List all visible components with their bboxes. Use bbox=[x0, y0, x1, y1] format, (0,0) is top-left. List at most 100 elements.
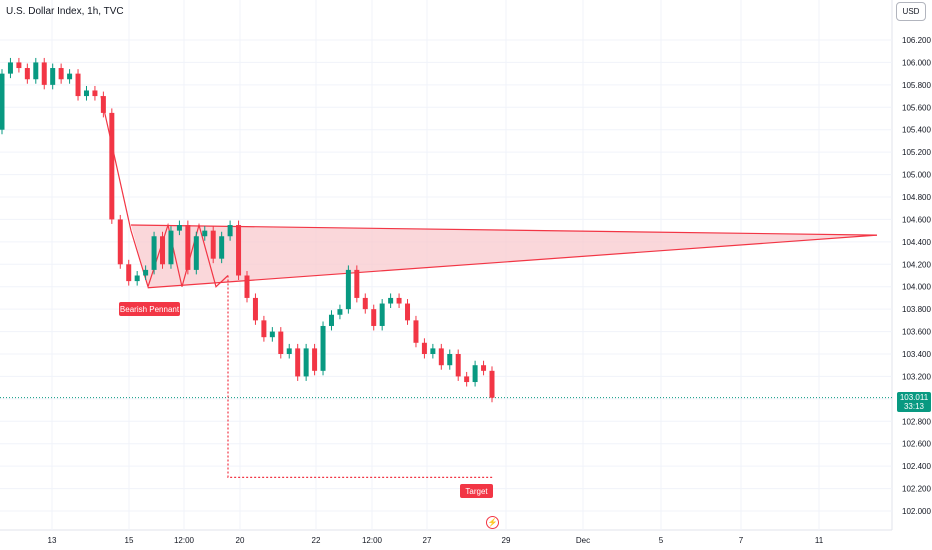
y-tick-label: 103.600 bbox=[902, 328, 931, 337]
candle-body bbox=[303, 348, 309, 377]
candle-body bbox=[413, 320, 419, 343]
candle-body bbox=[0, 73, 5, 130]
pennant-fill bbox=[131, 225, 877, 288]
candle-body bbox=[236, 225, 242, 276]
candle-body bbox=[481, 365, 487, 371]
candle-body bbox=[455, 354, 461, 377]
candle-body bbox=[354, 269, 360, 298]
candle-body bbox=[83, 90, 89, 97]
last-price-value: 103.011 bbox=[899, 393, 929, 402]
pattern-label[interactable]: Bearish Pennant bbox=[119, 302, 180, 316]
candle-body bbox=[67, 73, 73, 80]
candle-body bbox=[312, 348, 318, 371]
candle-body bbox=[176, 225, 182, 231]
x-tick-label: 13 bbox=[48, 536, 57, 545]
target-projection bbox=[227, 275, 493, 478]
pennant-lower-line bbox=[147, 234, 878, 289]
candle-body bbox=[126, 264, 132, 282]
y-tick-label: 104.400 bbox=[902, 238, 931, 247]
candle-body bbox=[193, 236, 199, 270]
x-tick-label: 27 bbox=[423, 536, 432, 545]
x-tick-label: 20 bbox=[236, 536, 245, 545]
y-tick-label: 104.800 bbox=[902, 193, 931, 202]
candle-body bbox=[134, 275, 140, 282]
candle-body bbox=[430, 348, 436, 354]
candle-body bbox=[219, 236, 225, 259]
bearish-pennant-pattern[interactable] bbox=[100, 95, 878, 478]
candle-body bbox=[117, 219, 123, 265]
x-tick-label: 15 bbox=[125, 536, 134, 545]
y-tick-label: 105.400 bbox=[902, 126, 931, 135]
x-tick-label: 22 bbox=[312, 536, 321, 545]
y-tick-label: 104.600 bbox=[902, 215, 931, 224]
candle-body bbox=[202, 230, 208, 237]
candle-body bbox=[379, 303, 385, 326]
y-tick-label: 102.000 bbox=[902, 507, 931, 516]
target-label[interactable]: Target bbox=[460, 484, 493, 498]
candle-body bbox=[371, 309, 377, 326]
y-tick-label: 103.400 bbox=[902, 350, 931, 359]
y-tick-label: 104.000 bbox=[902, 283, 931, 292]
candle-body bbox=[472, 365, 478, 383]
candle-body bbox=[295, 348, 301, 377]
candle-body bbox=[286, 348, 292, 354]
currency-button[interactable]: USD bbox=[896, 2, 926, 21]
candle-body bbox=[16, 62, 22, 69]
candle-body bbox=[50, 68, 56, 85]
candle-body bbox=[438, 348, 444, 366]
candle-body bbox=[24, 68, 30, 80]
x-axis: 13 15 12:00 20 22 12:00 27 29 Dec 5 7 11 bbox=[48, 536, 824, 545]
chart-title: U.S. Dollar Index, 1h, TVC bbox=[6, 6, 124, 17]
candle-body bbox=[58, 68, 64, 80]
candle-body bbox=[388, 297, 394, 304]
candle-body bbox=[447, 354, 453, 366]
candle-body bbox=[396, 297, 402, 304]
bar-countdown: 33:13 bbox=[903, 402, 925, 411]
candle-body bbox=[421, 342, 427, 354]
x-tick-label: 11 bbox=[815, 536, 824, 545]
candle-body bbox=[405, 303, 411, 321]
candle-body bbox=[328, 314, 334, 326]
candle-body bbox=[464, 376, 470, 383]
candle-body bbox=[109, 112, 115, 220]
y-tick-label: 102.200 bbox=[902, 485, 931, 494]
y-tick-label: 106.000 bbox=[902, 58, 931, 67]
y-tick-label: 102.800 bbox=[902, 417, 931, 426]
candle-body bbox=[160, 236, 166, 265]
candle-body bbox=[210, 230, 216, 259]
y-tick-label: 104.200 bbox=[902, 260, 931, 269]
lightning-icon[interactable]: ⚡ bbox=[486, 516, 499, 529]
candle-body bbox=[252, 297, 258, 321]
candle-body bbox=[227, 225, 233, 237]
y-tick-label: 105.000 bbox=[902, 171, 931, 180]
candle-body bbox=[75, 73, 81, 97]
candle-body bbox=[362, 297, 368, 310]
y-tick-label: 103.800 bbox=[902, 305, 931, 314]
x-tick-label: 5 bbox=[659, 536, 664, 545]
candle-body bbox=[261, 320, 267, 338]
y-tick-label: 105.600 bbox=[902, 103, 931, 112]
x-tick-label: 12:00 bbox=[362, 536, 383, 545]
candle-body bbox=[151, 236, 157, 270]
candle-body bbox=[168, 230, 174, 265]
x-tick-label: 29 bbox=[502, 536, 511, 545]
candle-body bbox=[41, 62, 47, 85]
candle-body bbox=[269, 331, 275, 338]
y-axis: 106.200 106.000 105.800 105.600 105.400 105.2… bbox=[902, 36, 931, 516]
candle-body bbox=[337, 309, 343, 315]
y-tick-label: 105.200 bbox=[902, 148, 931, 157]
y-tick-label: 103.200 bbox=[902, 372, 931, 381]
last-price-tag: 103.011 33:13 bbox=[897, 392, 931, 412]
candle-body bbox=[100, 96, 106, 113]
y-tick-label: 105.800 bbox=[902, 81, 931, 90]
candle-body bbox=[92, 90, 98, 97]
x-tick-label: Dec bbox=[576, 536, 590, 545]
candle-body bbox=[143, 269, 149, 276]
y-tick-label: 102.400 bbox=[902, 462, 931, 471]
x-tick-label: 7 bbox=[739, 536, 744, 545]
candle-body bbox=[278, 331, 284, 354]
candle-body bbox=[33, 62, 39, 80]
candles bbox=[0, 57, 495, 403]
pennant-upper-line bbox=[130, 224, 878, 236]
